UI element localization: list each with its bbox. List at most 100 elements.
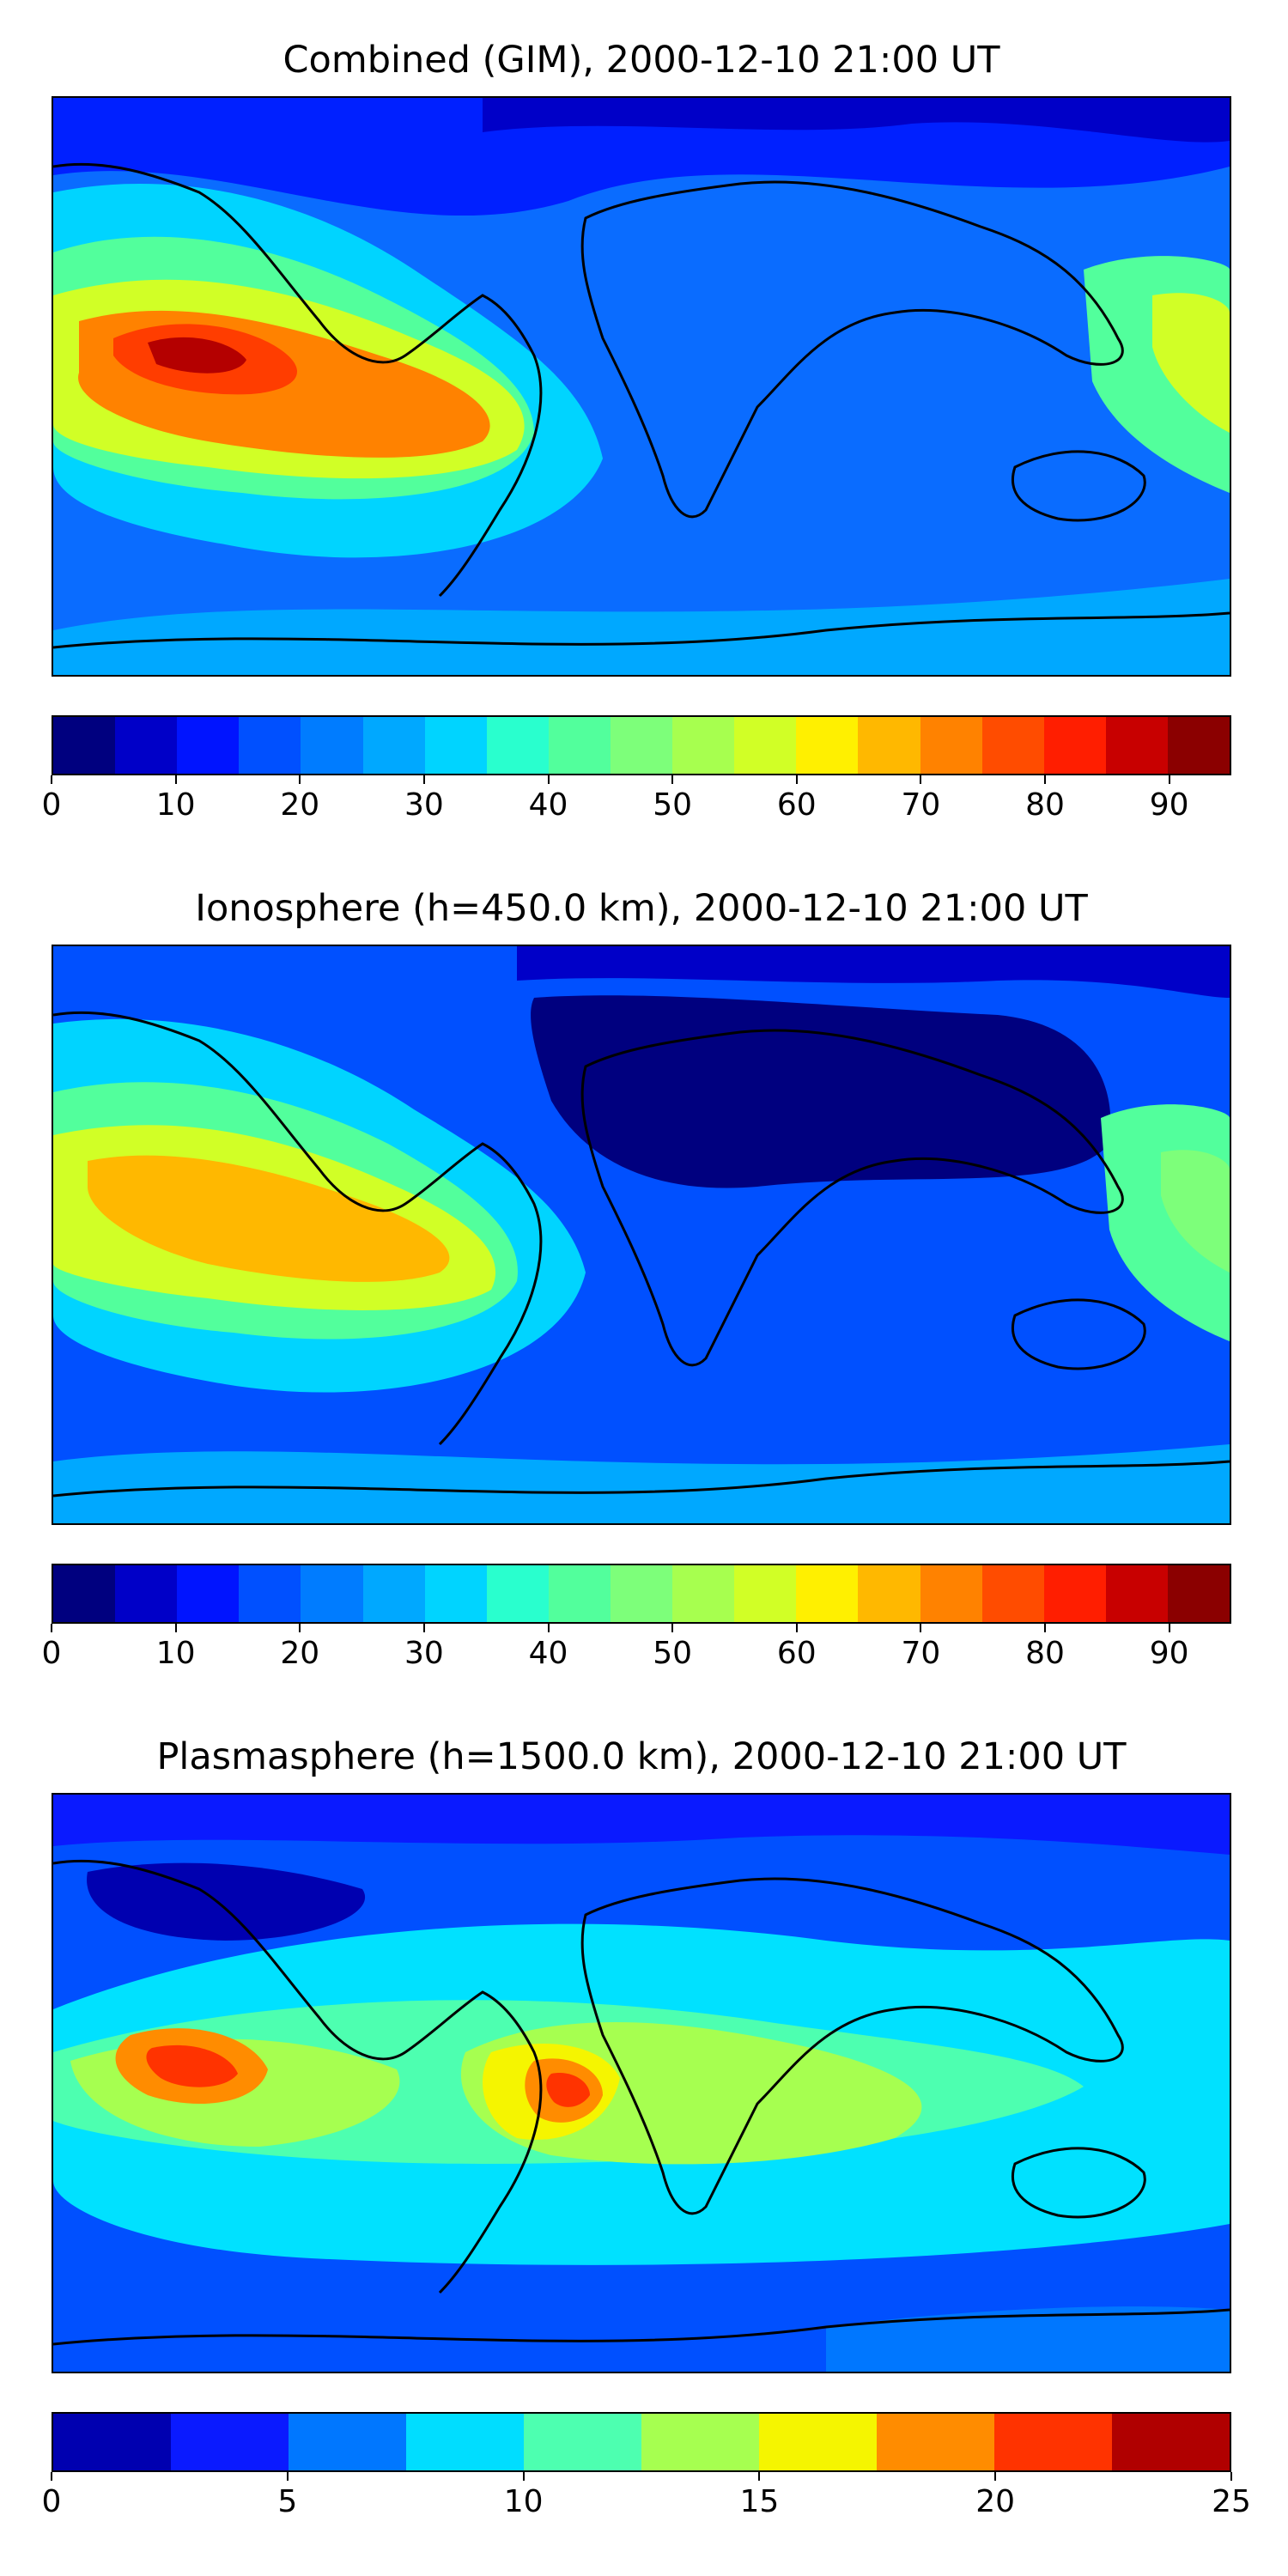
coastlines	[53, 1859, 1230, 2346]
colorbar-swatch	[610, 1565, 673, 1622]
colorbar-tick-label: 10	[503, 2484, 544, 2519]
contour-indonesia-high	[1152, 293, 1230, 433]
colorbar-tick	[758, 2472, 761, 2481]
colorbar-tick-label: 20	[280, 787, 320, 823]
colorbar-swatch	[362, 717, 425, 774]
colorbar-swatch	[920, 717, 982, 774]
colorbar-swatch	[877, 2414, 994, 2470]
colorbar-swatch	[1105, 717, 1168, 774]
colorbar-tick	[1168, 775, 1170, 784]
tec-contour-map	[53, 1795, 1230, 2372]
colorbar-tick	[547, 775, 550, 784]
colorbar-swatch	[1112, 2414, 1230, 2470]
colorbar-swatch	[994, 2414, 1112, 2470]
colorbar-tick	[795, 775, 798, 784]
colorbar-tick-label: 50	[653, 787, 693, 823]
colorbar-tick-label: 25	[1212, 2484, 1251, 2519]
colorbar-tick-label: 10	[155, 1636, 196, 1671]
colorbar-swatch	[424, 717, 487, 774]
colorbar-tick-label: 0	[41, 1636, 62, 1671]
colorbar-tick-label: 20	[975, 2484, 1016, 2519]
colorbar-swatch	[239, 717, 301, 774]
colorbar-swatch	[406, 2414, 524, 2470]
colorbar-tick-label: 60	[776, 1636, 817, 1671]
colorbar-tick-label: 0	[41, 2484, 62, 2519]
contour-atlantic-core	[546, 2073, 590, 2107]
colorbar-swatch	[115, 717, 178, 774]
contour-pacific-peak	[148, 337, 246, 374]
panel-title-plasmasphere: Plasmasphere (h=1500.0 km), 2000-12-10 2…	[156, 1735, 1127, 1778]
contour-eurasia-low	[531, 995, 1111, 1188]
colorbar-tick	[522, 2472, 525, 2481]
colorbar-tick	[994, 2472, 997, 2481]
colorbar-tick-label: 40	[528, 787, 568, 823]
tec-contour-map	[53, 946, 1230, 1523]
colorbar-tick-label: 60	[776, 787, 817, 823]
colorbar-swatch	[301, 1565, 363, 1622]
colorbar-tick	[51, 2472, 52, 2481]
colorbar-tick	[1168, 1624, 1170, 1632]
colorbar-swatch	[796, 1565, 859, 1622]
colorbar-tick-label: 90	[1149, 787, 1189, 823]
colorbar-swatch	[171, 2414, 289, 2470]
colorbar-tick-label: 80	[1025, 1636, 1065, 1671]
colorbar-swatch	[759, 2414, 877, 2470]
colorbar-swatch	[486, 1565, 549, 1622]
colorbar-swatch	[981, 717, 1044, 774]
colorbar-tick	[671, 775, 674, 784]
colorbar-tick-label: 80	[1025, 787, 1065, 823]
panel-title-combined: Combined (GIM), 2000-12-10 21:00 UT	[283, 39, 1000, 82]
map-plasmasphere	[52, 1793, 1231, 2373]
colorbar-tick	[51, 775, 52, 784]
colorbar-swatch	[548, 1565, 611, 1622]
colorbar-ticks-plasmasphere: 0 5 10 15 20 25	[42, 2472, 1251, 2524]
colorbar-swatch	[548, 717, 611, 774]
colorbar-tick-label: 70	[901, 787, 941, 823]
colorbar-swatch	[641, 2414, 759, 2470]
colorbar-swatch	[734, 1565, 797, 1622]
contour-pacific-core	[88, 1155, 450, 1282]
colorbar-tick-label: 30	[404, 787, 444, 823]
colorbar-tick	[299, 775, 301, 784]
colorbar-ticks-ionosphere: 0 10 20 30 40 50 60 70 80 90	[42, 1624, 1231, 1675]
colorbar-swatch	[672, 1565, 735, 1622]
colorbar-tick	[795, 1624, 798, 1632]
map-ionosphere	[52, 945, 1231, 1525]
colorbar-swatch	[177, 1565, 240, 1622]
colorbar-tick-label: 40	[528, 1636, 568, 1671]
colorbar-swatch	[981, 1565, 1044, 1622]
contour-indonesia-high	[1161, 1150, 1230, 1273]
colorbar-swatch	[920, 1565, 982, 1622]
colorbar-swatch	[1167, 1565, 1230, 1622]
colorbar-swatch	[486, 717, 549, 774]
colorbar-swatch	[53, 1565, 116, 1622]
coastlines	[53, 1011, 1230, 1498]
colorbar-tick-label: 5	[277, 2484, 298, 2519]
colorbar-tick-label: 70	[901, 1636, 941, 1671]
colorbar-tick	[51, 1624, 52, 1632]
colorbar-tick	[1044, 775, 1047, 784]
colorbar-swatch	[858, 717, 920, 774]
colorbar-swatch	[1043, 1565, 1106, 1622]
colorbar-tick	[422, 775, 425, 784]
colorbar-tick	[1044, 1624, 1047, 1632]
colorbar-tick	[299, 1624, 301, 1632]
colorbar-combined	[52, 715, 1231, 775]
colorbar-tick	[1230, 2472, 1232, 2481]
colorbar-swatch	[177, 717, 240, 774]
colorbar-ticks-combined: 0 10 20 30 40 50 60 70 80 90	[42, 775, 1231, 827]
colorbar-swatch	[301, 717, 363, 774]
map-combined	[52, 96, 1231, 677]
colorbar-tick-label: 15	[739, 2484, 780, 2519]
colorbar-tick	[547, 1624, 550, 1632]
colorbar-tick	[174, 1624, 177, 1632]
colorbar-tick-label: 90	[1149, 1636, 1189, 1671]
colorbar-tick	[174, 775, 177, 784]
coastlines	[53, 162, 1230, 649]
colorbar-tick	[920, 775, 922, 784]
colorbar-swatch	[289, 2414, 406, 2470]
colorbar-swatch	[734, 717, 797, 774]
colorbar-swatch	[672, 717, 735, 774]
colorbar-swatch	[115, 1565, 178, 1622]
colorbar-tick-label: 10	[155, 787, 196, 823]
